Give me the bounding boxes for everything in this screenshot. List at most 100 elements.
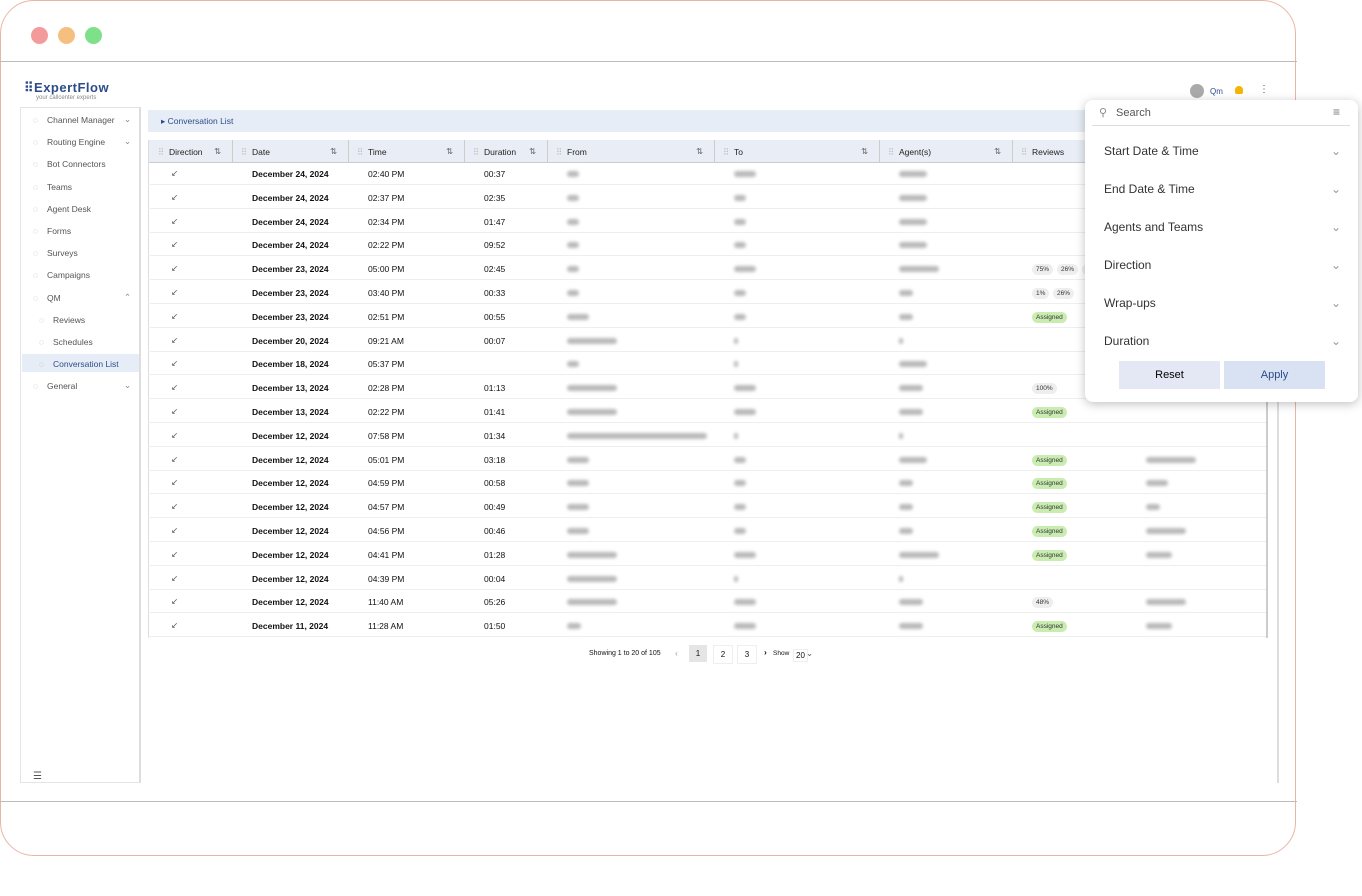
row-border [148, 398, 1266, 400]
filter-icon[interactable]: ≡ [1333, 105, 1341, 119]
time: 07:58 PM [368, 430, 405, 441]
column-header[interactable]: Agent(s) [899, 147, 932, 157]
sort-icon[interactable]: ⇅ [861, 146, 869, 156]
page-size[interactable]: 20 [793, 649, 808, 662]
time: 02:34 PM [368, 216, 405, 227]
min-dot[interactable] [58, 27, 75, 44]
sort-icon[interactable]: ⇅ [330, 146, 338, 156]
direction-icon: ↙ [171, 191, 179, 202]
nav-item[interactable]: Reviews [53, 314, 86, 325]
menu[interactable]: ⋮ [1259, 84, 1269, 95]
nav-item[interactable]: Routing Engine [47, 137, 106, 148]
filter-section[interactable]: Direction [1104, 258, 1152, 272]
column-header[interactable]: Duration [484, 147, 517, 157]
active-item [22, 354, 139, 373]
reset-button[interactable]: Reset [1119, 361, 1220, 389]
column-header[interactable]: To [734, 147, 743, 157]
date: December 13, 2024 [252, 407, 329, 417]
bell[interactable] [1235, 86, 1243, 94]
filter-section[interactable]: Duration [1104, 334, 1150, 348]
column-header[interactable]: Direction [169, 147, 203, 157]
chevron: ⌄ [806, 648, 814, 658]
row-border [148, 493, 1266, 495]
sort-icon[interactable]: ⇅ [696, 146, 704, 156]
direction-icon: ↙ [171, 239, 179, 250]
page-button[interactable]: 1 [689, 645, 707, 662]
time: 02:28 PM [368, 383, 405, 394]
row-border [148, 374, 1266, 376]
user-name[interactable]: Qm [1210, 87, 1223, 96]
time: 09:21 AM [368, 335, 404, 346]
nav-item[interactable]: Channel Manager [47, 115, 115, 125]
row-border [148, 422, 1266, 423]
column-header[interactable]: Reviews [1032, 147, 1065, 157]
avatar[interactable] [1190, 84, 1204, 98]
review-badge: 26% [1053, 288, 1075, 299]
duration: 02:45 [484, 264, 506, 275]
review-badge: 26% [1057, 264, 1079, 276]
redacted [567, 313, 589, 320]
sort-icon[interactable]: ⇅ [214, 146, 222, 156]
redacted [567, 337, 617, 344]
nav-item[interactable]: Bot Connectors [47, 159, 106, 170]
max-dot[interactable] [85, 27, 102, 44]
nav-item[interactable]: QM [47, 292, 61, 303]
breadcrumb[interactable]: ▸ Conversation List [161, 116, 234, 126]
prev[interactable]: ‹ [675, 648, 678, 658]
sort-icon[interactable]: ⇅ [994, 146, 1002, 156]
direction-icon: ↙ [171, 358, 179, 369]
date: December 23, 2024 [252, 311, 329, 322]
review-badge: 100% [1032, 383, 1057, 395]
nav-item[interactable]: Conversation List [53, 359, 119, 370]
col-sep [547, 140, 548, 162]
nav-item[interactable]: Campaigns [47, 270, 90, 281]
filter-section[interactable]: End Date & Time [1104, 182, 1195, 196]
nav-item[interactable]: Teams [47, 181, 73, 192]
sort-icon[interactable]: ⇅ [446, 146, 454, 156]
duration: 01:28 [484, 549, 506, 560]
search-input[interactable]: Search [1116, 107, 1151, 119]
chevron: ⌄ [124, 380, 132, 391]
review-badge: 48% [1032, 597, 1054, 609]
filter-section[interactable]: Wrap-ups [1104, 296, 1156, 310]
filter-section[interactable]: Agents and Teams [1104, 220, 1204, 234]
filter-section[interactable]: Start Date & Time [1104, 144, 1199, 158]
page-button[interactable]: 3 [737, 645, 757, 664]
nav-icon: ◌ [33, 248, 39, 259]
redacted [899, 551, 939, 558]
close-dot[interactable] [31, 27, 48, 44]
nav-item[interactable]: Agent Desk [47, 203, 91, 214]
page-button[interactable]: 2 [713, 645, 733, 664]
nav-icon: ◌ [33, 181, 39, 192]
row-border [148, 469, 1266, 471]
drag-handle: ⠿ [888, 147, 895, 157]
col-sep [714, 140, 715, 162]
breadcrumb-bar [148, 110, 1270, 132]
date: December 23, 2024 [252, 264, 329, 275]
redacted [734, 575, 738, 582]
next[interactable]: › [764, 647, 767, 657]
collapse[interactable]: ☰ [33, 771, 42, 782]
time: 04:56 PM [368, 526, 405, 536]
duration: 03:18 [484, 454, 506, 465]
direction-icon: ↙ [171, 429, 179, 440]
nav-item[interactable]: General [47, 381, 78, 392]
review-badge: 1% [1032, 288, 1050, 299]
duration: 01:41 [484, 407, 506, 417]
apply-button[interactable]: Apply [1224, 361, 1325, 389]
nav-item[interactable]: Schedules [53, 337, 93, 347]
column-header[interactable]: From [567, 147, 587, 157]
drag-handle: ⠿ [357, 147, 364, 157]
nav-item[interactable]: Forms [47, 226, 72, 236]
logo[interactable]: ⠿ExpertFlow [24, 80, 110, 95]
direction-icon: ↙ [171, 310, 179, 321]
sort-icon[interactable]: ⇅ [529, 146, 537, 156]
column-header[interactable]: Time [368, 147, 387, 157]
duration: 01:13 [484, 383, 506, 394]
time: 03:40 PM [368, 288, 405, 298]
nav-item[interactable]: Surveys [47, 248, 78, 259]
column-header[interactable]: Date [252, 147, 270, 157]
redacted [899, 313, 913, 320]
redacted [567, 528, 589, 534]
redacted [899, 218, 927, 225]
